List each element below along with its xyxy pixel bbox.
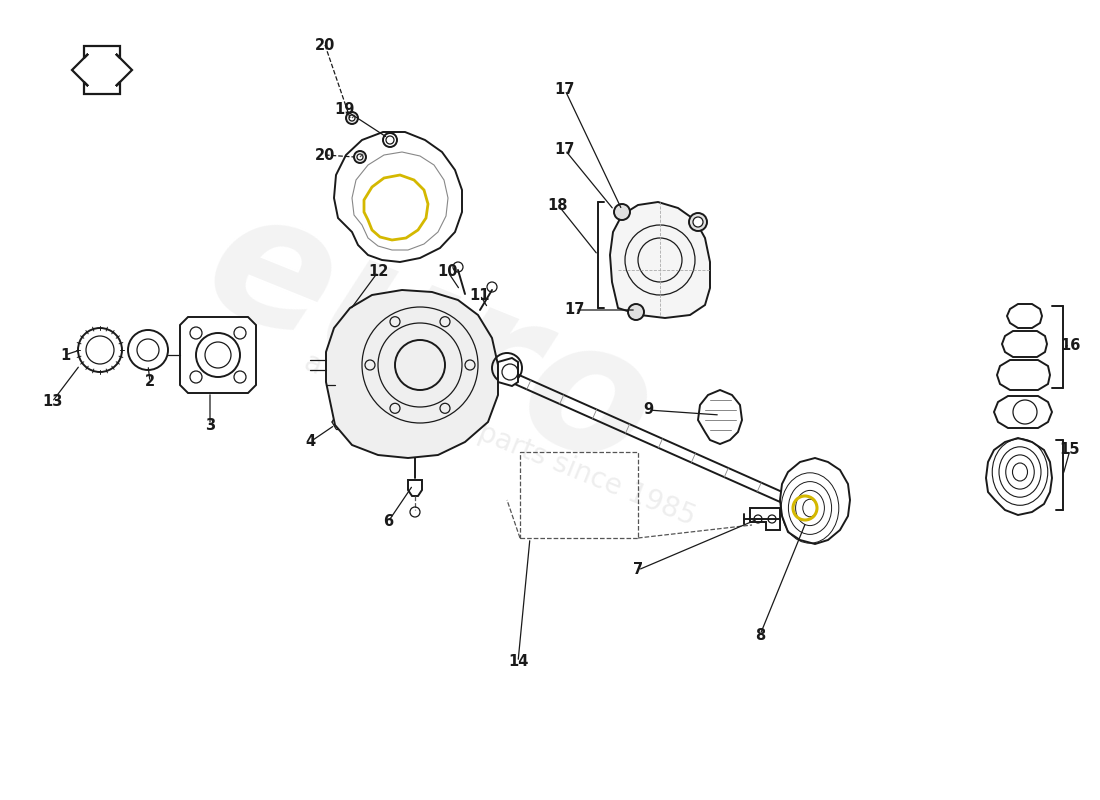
Circle shape — [354, 151, 366, 163]
Polygon shape — [986, 438, 1052, 515]
Circle shape — [383, 133, 397, 147]
Text: 14: 14 — [508, 654, 528, 670]
Text: 16: 16 — [1059, 338, 1080, 353]
Text: 19: 19 — [334, 102, 355, 118]
Text: 1: 1 — [59, 347, 70, 362]
Circle shape — [689, 213, 707, 231]
Text: 10: 10 — [438, 265, 459, 279]
Polygon shape — [180, 317, 256, 393]
Circle shape — [349, 115, 355, 121]
Circle shape — [693, 217, 703, 227]
Text: 4: 4 — [305, 434, 315, 450]
Text: 8: 8 — [755, 627, 766, 642]
Polygon shape — [334, 132, 462, 262]
Circle shape — [628, 304, 643, 320]
Polygon shape — [1006, 304, 1042, 328]
Polygon shape — [994, 396, 1052, 428]
Text: 12: 12 — [367, 265, 388, 279]
Circle shape — [386, 136, 394, 144]
Polygon shape — [750, 508, 780, 530]
Polygon shape — [698, 390, 742, 444]
Polygon shape — [408, 480, 422, 496]
Polygon shape — [997, 360, 1050, 390]
Polygon shape — [326, 290, 498, 458]
Circle shape — [614, 204, 630, 220]
Text: 2: 2 — [145, 374, 155, 390]
Text: 7: 7 — [632, 562, 644, 578]
Polygon shape — [780, 458, 850, 544]
Text: 20: 20 — [315, 38, 336, 53]
Text: 3: 3 — [205, 418, 216, 433]
Circle shape — [358, 154, 363, 160]
Text: a passion for parts since 1985: a passion for parts since 1985 — [300, 349, 700, 531]
Text: 9: 9 — [642, 402, 653, 418]
Text: 20: 20 — [315, 147, 336, 162]
Text: 11: 11 — [470, 287, 491, 302]
Text: 17: 17 — [554, 142, 575, 158]
Text: 17: 17 — [564, 302, 585, 318]
Text: euro: euro — [182, 171, 678, 509]
Polygon shape — [498, 358, 518, 386]
Text: 13: 13 — [42, 394, 63, 410]
Polygon shape — [610, 202, 710, 318]
Text: 18: 18 — [548, 198, 569, 213]
Text: 17: 17 — [554, 82, 575, 98]
Circle shape — [346, 112, 358, 124]
Text: 6: 6 — [383, 514, 393, 530]
Text: 15: 15 — [1059, 442, 1080, 458]
Polygon shape — [1002, 331, 1047, 357]
